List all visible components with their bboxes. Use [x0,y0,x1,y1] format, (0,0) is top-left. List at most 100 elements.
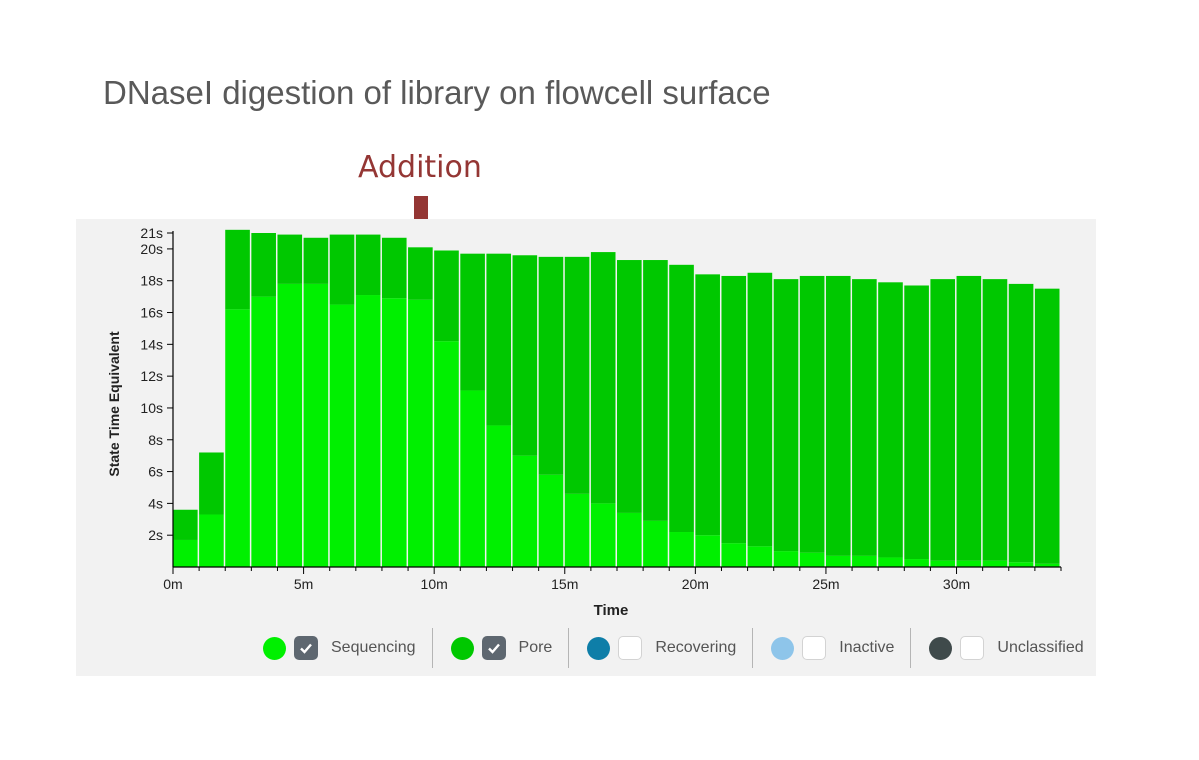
legend-label-recovering: Recovering [655,639,737,656]
bar-sequencing [564,493,590,567]
unclassified-dot-icon [929,636,953,660]
y-tick-label: 4s [148,495,163,511]
legend-label-unclassified: Unclassified [997,639,1084,656]
bar-pore [277,234,303,284]
inactive-dot-icon [771,636,795,660]
bar-pore [852,279,877,556]
bar-pore [199,452,224,515]
bar-pore [564,256,590,494]
bar-pore [747,272,773,547]
recovering-checkbox[interactable] [618,636,643,660]
bar-pore [329,234,355,305]
legend-item-inactive[interactable]: Inactive [771,624,910,672]
x-tick-label: 10m [421,576,448,592]
bar-pore [904,285,929,560]
bar-sequencing [355,295,381,567]
bar-pore [1008,283,1034,563]
bar-pore [617,260,642,513]
check-icon [300,643,312,654]
bar-pore [878,282,903,558]
y-tick-label: 14s [140,336,163,352]
bar-pore [1034,288,1060,564]
x-tick-label: 25m [812,576,839,592]
bar-pore [408,247,433,300]
bar-sequencing [538,474,564,567]
recovering-dot-icon [587,636,611,660]
bar-sequencing [303,283,329,567]
x-tick-label: 20m [682,576,709,592]
addition-annotation: Addition [358,150,482,185]
y-tick-label: 10s [140,400,163,416]
legend-item-recovering[interactable]: Recovering [587,624,752,672]
sequencing-dot-icon [263,636,286,660]
bar-pore [538,256,564,475]
bar-sequencing [173,539,198,567]
bar-sequencing [747,546,773,567]
y-tick-label: 8s [148,432,163,448]
y-tick-label: 21s [140,225,163,241]
bar-sequencing [669,532,694,567]
legend-label-sequencing: Sequencing [331,639,416,656]
bar-sequencing [695,535,720,567]
bar-sequencing [225,309,250,567]
pore-checkbox[interactable] [481,636,506,660]
bar-pore [512,255,538,456]
bar-sequencing [434,341,459,567]
bar-sequencing [852,555,877,567]
bar-sequencing [930,560,956,567]
x-tick-label: 30m [943,576,970,592]
bar-pore [381,237,407,299]
pore-dot-icon [450,636,474,660]
unclassified-checkbox[interactable] [960,636,985,660]
bar-pore [695,274,720,536]
y-tick-label: 18s [140,273,163,289]
bar-pore [669,264,694,533]
bar-sequencing [643,520,668,567]
bar-sequencing [277,283,303,567]
bar-sequencing [329,304,355,567]
x-tick-label: 0m [163,576,182,592]
y-tick-label: 20s [140,241,163,257]
legend-item-sequencing[interactable]: Sequencing [263,624,432,672]
bar-sequencing [982,560,1008,567]
bar-pore [982,279,1008,561]
bar-pore [486,253,512,426]
bar-sequencing [381,298,407,567]
bar-pore [643,260,668,521]
legend-divider [910,628,912,668]
sequencing-checkbox[interactable] [294,636,318,660]
bar-sequencing [1034,563,1060,567]
inactive-checkbox[interactable] [802,636,827,660]
y-tick-label: 16s [140,305,163,321]
bar-sequencing [773,551,799,567]
bar-pore [303,237,329,284]
bar-pore [460,253,485,391]
bar-sequencing [590,503,616,567]
bar-sequencing [956,560,982,567]
bar-sequencing [617,512,642,567]
bar-sequencing [408,299,433,567]
bar-pore [225,229,250,310]
legend-label-pore: Pore [518,639,553,656]
bar-pore [355,234,381,296]
bar-sequencing [251,296,276,567]
bar-pore [590,252,616,504]
check-icon [487,643,500,654]
bar-pore [434,250,459,342]
slide-title: DNaseI digestion of library on flowcell … [103,74,771,111]
bar-sequencing [486,425,512,567]
legend-item-unclassified[interactable]: Unclassified [929,624,1096,672]
x-tick-label: 5m [294,576,313,592]
y-tick-label: 2s [148,527,163,543]
bar-sequencing [825,555,851,567]
y-tick-label: 12s [140,368,163,384]
legend-divider [752,628,754,668]
bar-pore [721,275,747,544]
legend-item-pore[interactable]: Pore [450,624,569,672]
bar-sequencing [721,543,747,567]
chart-panel: 2s 4s 6s 8s 10s 12s 14s 16s 18s 20s 21s 0m 5m 10m 15m 2… [76,219,1096,676]
bar-sequencing [1008,562,1034,567]
bar-sequencing [512,455,538,567]
bar-pore [825,275,851,556]
